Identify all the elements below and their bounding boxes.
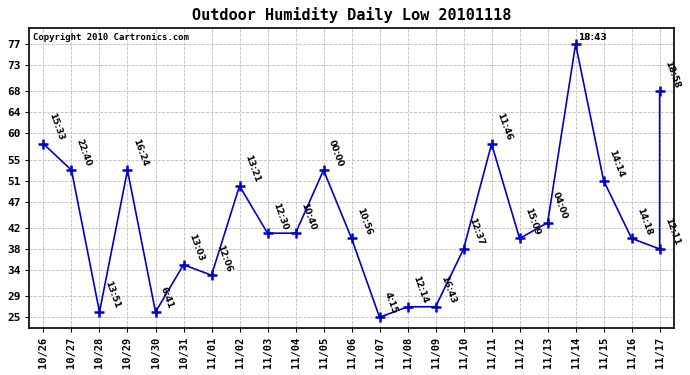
Text: 13:51: 13:51	[103, 280, 121, 310]
Text: 00:00: 00:00	[327, 138, 345, 168]
Text: 11:46: 11:46	[495, 112, 513, 142]
Text: 15:33: 15:33	[47, 112, 65, 142]
Text: 16:24: 16:24	[131, 138, 149, 168]
Title: Outdoor Humidity Daily Low 20101118: Outdoor Humidity Daily Low 20101118	[192, 7, 511, 23]
Text: 12:14: 12:14	[411, 274, 429, 304]
Text: 14:18: 14:18	[635, 206, 653, 236]
Text: 13:03: 13:03	[187, 233, 205, 262]
Text: 12:37: 12:37	[467, 217, 485, 247]
Text: 10:56: 10:56	[355, 207, 373, 236]
Text: 18:43: 18:43	[578, 33, 607, 42]
Text: Copyright 2010 Cartronics.com: Copyright 2010 Cartronics.com	[32, 33, 188, 42]
Text: 16:43: 16:43	[439, 274, 457, 304]
Text: 22:40: 22:40	[75, 138, 93, 168]
Text: 18:58: 18:58	[663, 59, 681, 89]
Text: 12:30: 12:30	[271, 201, 289, 231]
Text: 6:41: 6:41	[159, 286, 175, 310]
Text: 04:00: 04:00	[551, 191, 569, 220]
Text: 13:21: 13:21	[243, 154, 261, 184]
Text: 4:15: 4:15	[383, 291, 399, 315]
Text: 10:40: 10:40	[299, 201, 317, 231]
Text: 14:14: 14:14	[607, 148, 625, 178]
Text: 12:11: 12:11	[663, 217, 681, 247]
Text: 12:06: 12:06	[215, 243, 233, 273]
Text: 15:09: 15:09	[523, 206, 541, 236]
